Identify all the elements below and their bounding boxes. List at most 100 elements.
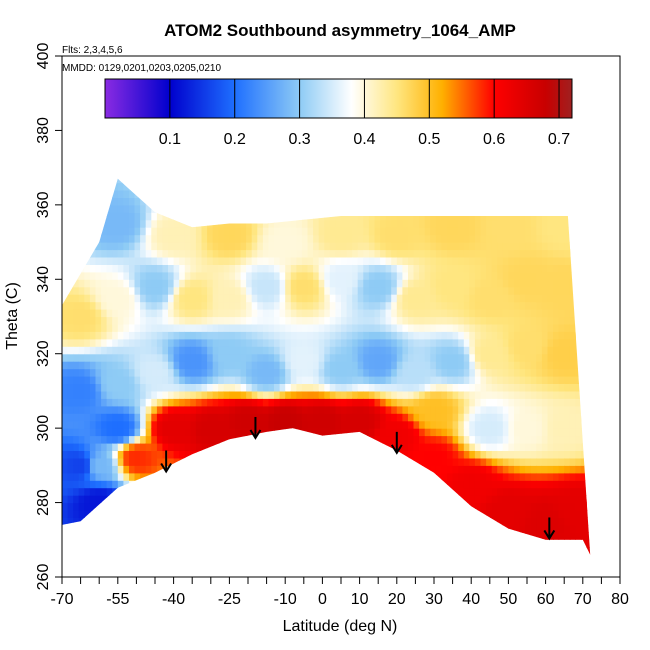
heatmap-cell xyxy=(497,510,504,518)
heatmap-cell xyxy=(118,168,124,176)
heatmap-cell xyxy=(502,502,509,511)
heatmap-cell xyxy=(123,190,130,198)
heatmap-cell xyxy=(274,301,281,310)
heatmap-cell xyxy=(190,405,197,414)
heatmap-cell xyxy=(469,532,476,541)
heatmap-cell xyxy=(262,554,270,555)
heatmap-cell xyxy=(184,383,191,392)
heatmap-cell xyxy=(430,398,437,407)
heatmap-cell xyxy=(380,338,387,347)
heatmap-cell xyxy=(357,338,364,347)
heatmap-cell xyxy=(296,465,303,474)
heatmap-cell xyxy=(195,472,203,481)
heatmap-cell xyxy=(502,443,509,451)
heatmap-cell xyxy=(296,376,303,384)
heatmap-cell xyxy=(123,286,130,295)
heatmap-cell xyxy=(112,257,119,265)
heatmap-cell xyxy=(346,182,353,191)
heatmap-cell xyxy=(296,338,303,347)
heatmap-cell xyxy=(363,204,370,213)
heatmap-cell xyxy=(491,323,498,332)
heatmap-cell xyxy=(408,353,415,362)
heatmap-cell xyxy=(162,242,169,251)
heatmap-cell xyxy=(569,271,576,280)
heatmap-cell xyxy=(117,435,124,444)
heatmap-cell xyxy=(140,346,147,355)
heatmap-cell xyxy=(262,495,270,504)
heatmap-cell xyxy=(530,390,537,399)
heatmap-cell xyxy=(73,428,80,437)
heatmap-cell xyxy=(525,368,532,377)
heatmap-cell xyxy=(474,510,482,518)
heatmap-cell xyxy=(435,383,443,392)
heatmap-cell xyxy=(212,301,219,310)
heatmap-cell xyxy=(313,480,320,489)
heatmap-cell xyxy=(580,554,588,555)
heatmap-cell xyxy=(575,212,582,221)
heatmap-cell xyxy=(380,554,387,555)
heatmap-cell xyxy=(508,197,515,206)
heatmap-cell xyxy=(195,480,203,489)
heatmap-cell xyxy=(497,383,504,392)
heatmap-cell xyxy=(246,279,253,288)
heatmap-cell xyxy=(173,257,180,265)
heatmap-cell xyxy=(268,294,275,303)
heatmap-cell xyxy=(335,361,342,370)
heatmap-cell xyxy=(525,212,532,221)
heatmap-cell xyxy=(508,517,515,526)
heatmap-cell xyxy=(251,178,258,184)
heatmap-cell xyxy=(396,309,403,318)
heatmap-cell xyxy=(246,472,253,481)
heatmap-cell xyxy=(491,301,498,310)
heatmap-cell xyxy=(285,517,292,526)
heatmap-cell xyxy=(385,257,392,265)
heatmap-cell xyxy=(179,271,186,280)
heatmap-cell xyxy=(363,495,370,504)
heatmap-cell xyxy=(413,338,420,347)
heatmap-cell xyxy=(357,420,364,429)
heatmap-cell xyxy=(363,346,370,355)
heatmap-cell xyxy=(279,182,286,191)
heatmap-cell xyxy=(190,361,197,370)
heatmap-cell xyxy=(368,487,376,496)
heatmap-cell xyxy=(62,279,69,288)
heatmap-cell xyxy=(279,376,286,384)
heatmap-cell xyxy=(151,495,158,504)
heatmap-cell xyxy=(184,227,191,236)
heatmap-cell xyxy=(374,234,381,243)
heatmap-cell xyxy=(541,487,549,496)
heatmap-cell xyxy=(201,309,208,318)
heatmap-cell xyxy=(318,361,325,370)
heatmap-cell xyxy=(212,510,219,518)
heatmap-cell xyxy=(134,390,141,399)
heatmap-cell xyxy=(134,465,141,474)
heatmap-cell xyxy=(67,309,74,318)
heatmap-cell xyxy=(368,257,376,265)
heatmap-cell xyxy=(173,472,180,481)
heatmap-cell xyxy=(95,524,102,533)
heatmap-cell xyxy=(385,547,392,555)
heatmap-cell xyxy=(84,301,91,310)
heatmap-cell xyxy=(251,331,258,340)
heatmap-cell xyxy=(67,182,74,191)
heatmap-cell xyxy=(179,405,186,414)
heatmap-cell xyxy=(346,323,353,332)
heatmap-cell xyxy=(106,353,113,362)
heatmap-cell xyxy=(134,271,141,280)
heatmap-cell xyxy=(396,524,403,533)
heatmap-cell xyxy=(313,168,319,176)
heatmap-cell xyxy=(502,257,509,265)
heatmap-cell xyxy=(313,242,320,251)
heatmap-cell xyxy=(408,398,415,407)
heatmap-cell xyxy=(151,353,158,362)
heatmap-cell xyxy=(508,219,515,228)
heatmap-cell xyxy=(156,472,164,481)
heatmap-cell xyxy=(480,204,487,213)
heatmap-cell xyxy=(62,450,69,459)
heatmap-cell xyxy=(363,547,370,555)
heatmap-cell xyxy=(530,457,537,466)
heatmap-cell xyxy=(519,190,526,198)
heatmap-cell xyxy=(62,487,69,496)
heatmap-cell xyxy=(285,547,292,555)
heatmap-cell xyxy=(514,242,521,251)
